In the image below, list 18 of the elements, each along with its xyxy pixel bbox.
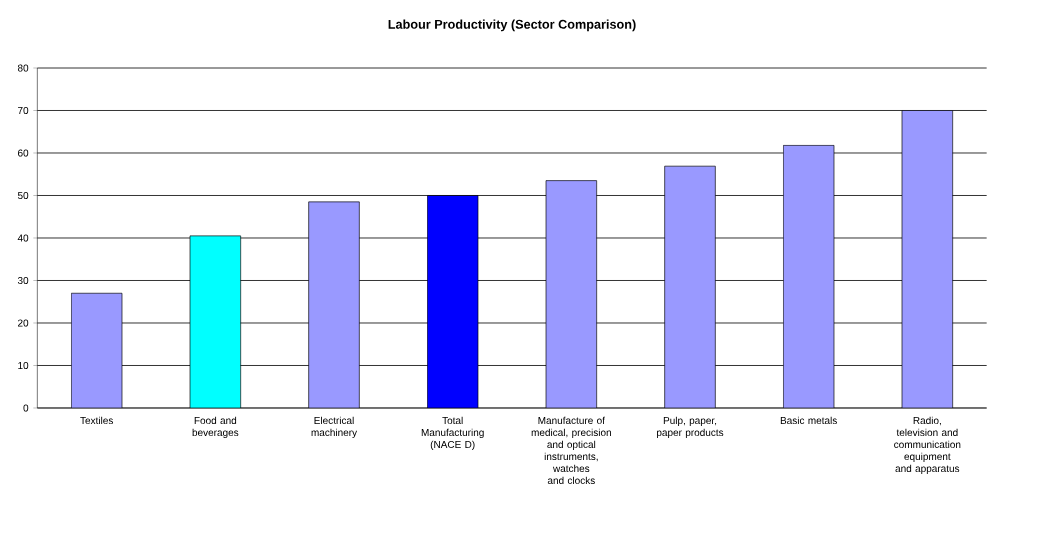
- y-tick-label: 20: [18, 319, 29, 327]
- y-tick-label: 40: [17, 234, 29, 242]
- chart-title: Labour Productivity (Sector Comparison): [388, 19, 636, 32]
- x-tick-label: Total Manufacturing (NACE D): [421, 416, 484, 451]
- x-tick-label: Manufacture of medical, precision and optical instruments, watches and clocks: [531, 416, 611, 485]
- y-tick-label: 30: [17, 276, 29, 285]
- x-tick-label: Food and beverages: [192, 416, 239, 439]
- y-tick-label: 80: [17, 64, 29, 72]
- x-tick-label: Electrical machinery: [311, 416, 358, 439]
- y-tick-label: 50: [17, 191, 29, 200]
- y-tick-label: 60: [18, 149, 29, 157]
- y-tick-label: 0: [23, 404, 29, 412]
- x-tick-label: Pulp, paper, paper products: [657, 416, 724, 439]
- x-tick-label: Basic metals: [780, 416, 837, 425]
- x-tick-label: Radio, television and communication equipment and apparatus: [894, 416, 961, 475]
- x-tick-label: Textiles: [80, 416, 113, 425]
- y-tick-label: 10: [18, 361, 29, 370]
- y-tick-label: 70: [18, 106, 29, 115]
